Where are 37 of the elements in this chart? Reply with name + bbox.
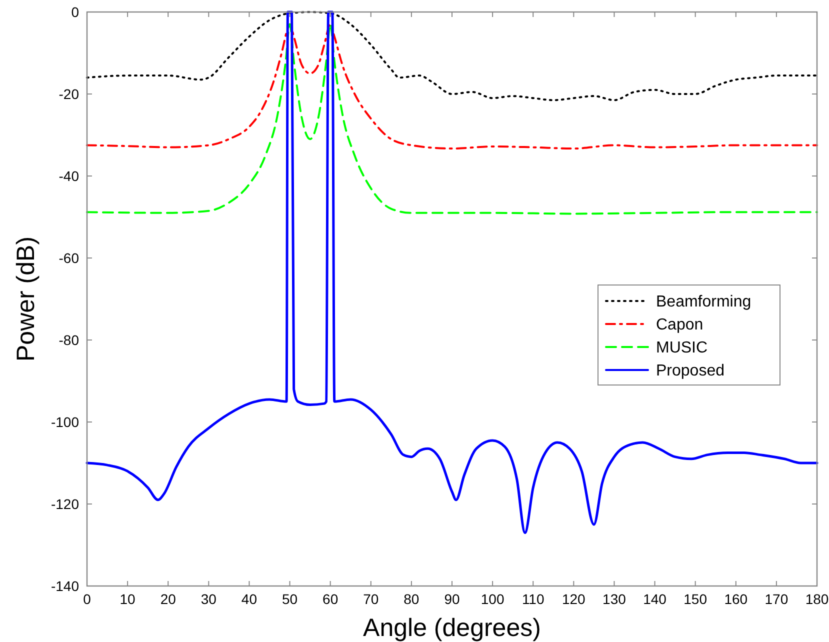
x-tick-label: 10 (120, 591, 136, 607)
y-tick-label: -60 (58, 250, 80, 266)
line-series (86, 23, 818, 215)
y-tick-label: 0 (71, 4, 80, 20)
y-tick-label: -100 (50, 414, 80, 430)
x-tick-label: 40 (241, 591, 258, 607)
x-tick-label: 0 (83, 591, 92, 607)
y-tick-label: -140 (50, 578, 80, 594)
legend-label: MUSIC (656, 340, 708, 357)
x-tick-label: 170 (764, 591, 788, 607)
x-tick-label: 90 (444, 591, 460, 607)
x-axis-title: Angle (degrees) (363, 614, 541, 642)
x-tick-label: 130 (602, 591, 626, 607)
legend-label: Capon (656, 316, 704, 334)
x-tick-label: 180 (805, 591, 829, 607)
x-tick-label: 120 (562, 591, 586, 607)
y-tick-label: -40 (58, 168, 80, 184)
x-tick-label: 50 (282, 591, 298, 607)
legend-label: Proposed (656, 362, 724, 380)
x-tick-label: 140 (643, 591, 667, 607)
y-axis-title: Power (dB) (12, 236, 40, 362)
y-tick-label: -20 (58, 86, 80, 102)
x-tick-label: 30 (200, 591, 217, 607)
x-tick-label: 110 (522, 591, 544, 607)
x-tick-label: 100 (480, 591, 504, 607)
x-tick-label: 80 (404, 591, 420, 607)
x-tick-label: 70 (363, 591, 379, 607)
line-series (86, 11, 818, 102)
x-tick-label: 150 (684, 591, 708, 607)
legend-label: Beamforming (656, 294, 752, 311)
x-tick-label: 60 (322, 591, 338, 607)
x-tick-label: 20 (160, 591, 176, 607)
line-series (86, 10, 818, 534)
y-tick-label: -120 (50, 496, 80, 512)
y-tick-label: -80 (58, 332, 80, 348)
x-tick-label: 160 (724, 591, 748, 607)
line-series (86, 23, 818, 150)
